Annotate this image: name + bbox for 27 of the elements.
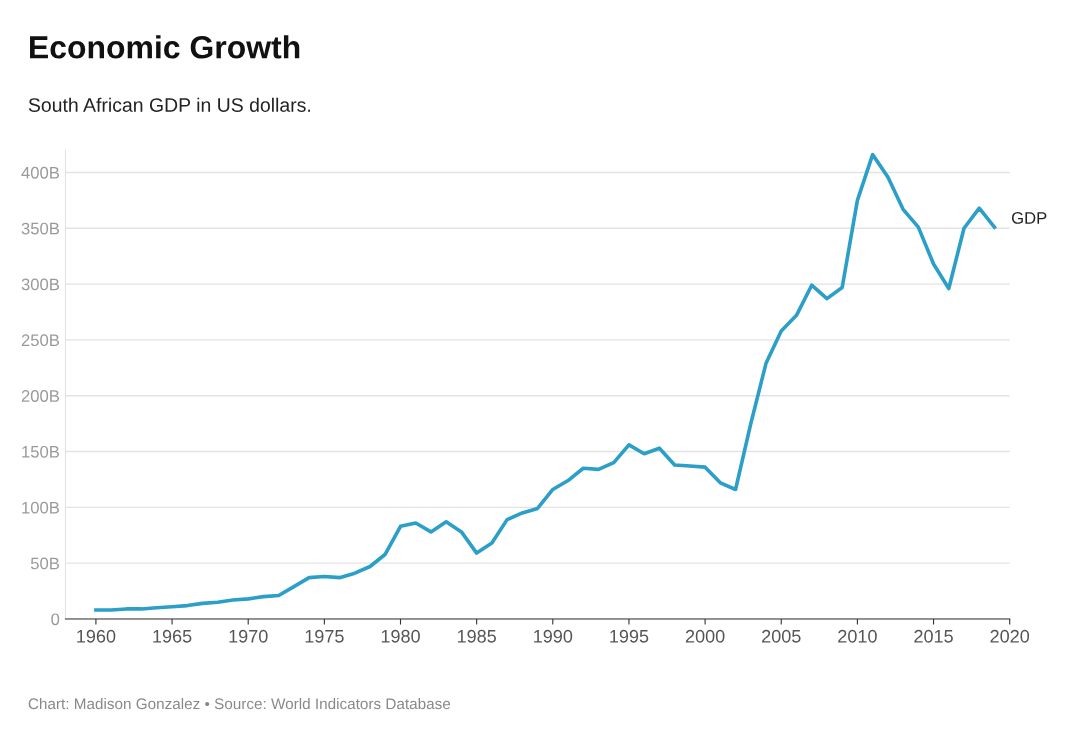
y-tick-label: 400B <box>21 166 60 179</box>
x-tick-label: 2020 <box>990 629 1030 643</box>
y-tick-label: 250B <box>21 334 60 347</box>
x-tick-label: 1965 <box>153 629 192 643</box>
x-tick-label: 1980 <box>381 629 420 643</box>
y-tick-label: 50B <box>30 557 60 570</box>
y-tick-label: 350B <box>21 222 60 235</box>
line-series <box>94 152 997 612</box>
x-tick-label: 1990 <box>534 629 573 643</box>
x-tick-label: 1960 <box>77 629 116 643</box>
x-tick-label: 1975 <box>305 629 344 643</box>
y-tick-label: 150B <box>22 445 60 458</box>
x-tick-label: 1995 <box>610 629 649 643</box>
y-tick-label: 200B <box>21 390 60 402</box>
y-tick-label: 100B <box>22 501 60 514</box>
y-tick-label: 0 <box>51 613 60 626</box>
x-tick-label: 2015 <box>914 629 953 643</box>
chart-title: Economic Growth <box>30 35 300 59</box>
text: Chart: Madison Gonzalez • Source: World Indicators Database <box>28 697 451 710</box>
series-label: GDP <box>1011 212 1047 224</box>
x-tick-label: 1970 <box>229 629 268 643</box>
x-tick-label: 2005 <box>762 629 801 643</box>
chart-subtitle: South African GDP in US dollars. <box>28 97 311 112</box>
x-tick-label: 1985 <box>457 629 496 643</box>
x-tick-label: 2010 <box>838 629 877 643</box>
x-tick-label: 2000 <box>685 629 725 643</box>
y-tick-label: 300B <box>21 278 60 291</box>
